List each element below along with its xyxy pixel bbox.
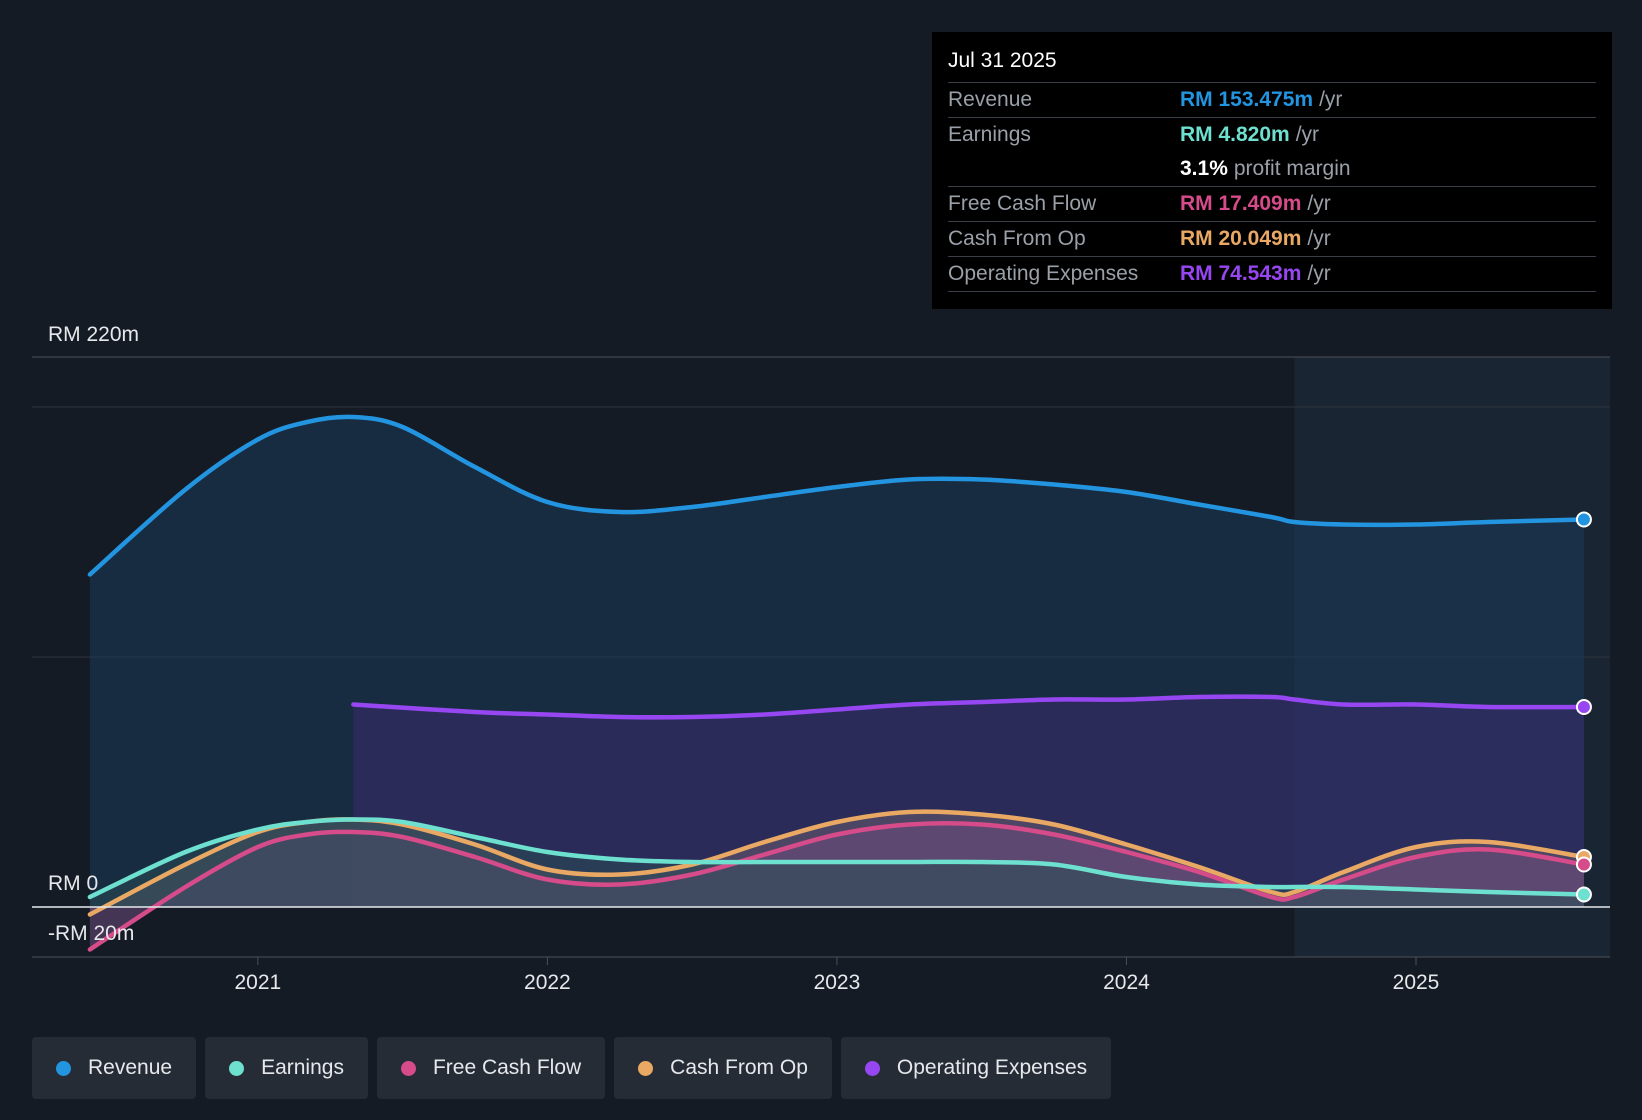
tooltip-unit: /yr [1319, 88, 1343, 111]
tooltip-row-cash-from-op: Cash From Op RM 20.049m /yr [948, 222, 1596, 257]
endpoint-revenue[interactable] [1575, 511, 1592, 528]
line-revenue [87, 414, 1587, 577]
line-earnings [87, 817, 1587, 900]
tooltip-value: RM 74.543m [1180, 262, 1302, 285]
tooltip-value: RM 4.820m [1180, 123, 1290, 146]
legend-item-operating-expenses[interactable]: Operating Expenses [840, 1037, 1112, 1099]
area-operating-expenses [353, 696, 1584, 907]
tooltip: Jul 31 2025 Revenue RM 153.475m /yr Earn… [932, 32, 1612, 309]
y-label-top: RM 220m [48, 323, 139, 346]
legend-label: Operating Expenses [896, 1056, 1088, 1079]
legend-dot-icon [56, 1060, 71, 1076]
line-free-cash-flow [87, 821, 1587, 952]
legend-item-revenue[interactable]: Revenue [32, 1037, 197, 1099]
x-tick-label: 2022 [524, 971, 571, 994]
legend-label: Cash From Op [670, 1056, 808, 1079]
legend-label: Free Cash Flow [432, 1056, 582, 1079]
tooltip-unit: /yr [1307, 227, 1331, 250]
line-operating-expenses [351, 694, 1587, 720]
tooltip-unit: /yr [1295, 123, 1320, 146]
legend-dot-icon [638, 1060, 654, 1076]
legend-label: Revenue [88, 1056, 173, 1079]
tooltip-label: Operating Expenses [948, 262, 1139, 285]
tooltip-label: Free Cash Flow [948, 192, 1097, 215]
tooltip-value: 3.1% [1180, 157, 1228, 180]
tooltip-row-profit-margin: 3.1% profit margin [948, 152, 1596, 187]
legend-dot-icon [400, 1060, 416, 1076]
legend-dot-icon [229, 1060, 245, 1076]
tooltip-value: RM 17.409m [1180, 192, 1302, 215]
tooltip-value: RM 153.475m [1180, 88, 1314, 111]
legend-label: Earnings [261, 1056, 344, 1079]
tooltip-row-revenue: Revenue RM 153.475m /yr [948, 83, 1596, 118]
endpoint-earnings[interactable] [1575, 886, 1592, 903]
y-label-zero: RM 0 [48, 872, 98, 895]
x-tick-label: 2021 [234, 971, 281, 994]
tooltip-unit: /yr [1307, 192, 1331, 215]
tooltip-row-free-cash-flow: Free Cash Flow RM 17.409m /yr [948, 187, 1596, 222]
tooltip-row-earnings: Earnings RM 4.820m /yr [948, 118, 1596, 152]
legend-item-free-cash-flow[interactable]: Free Cash Flow [376, 1037, 606, 1099]
legend-dot-icon [864, 1060, 880, 1076]
tooltip-label: Cash From Op [948, 227, 1086, 250]
tooltip-unit: profit margin [1233, 157, 1351, 180]
x-tick-label: 2025 [1393, 971, 1440, 994]
x-tick-label: 2023 [814, 971, 861, 994]
legend-item-earnings[interactable]: Earnings [205, 1037, 368, 1099]
endpoint-free-cash-flow[interactable] [1575, 856, 1592, 873]
endpoint-operating-expenses[interactable] [1575, 699, 1592, 715]
x-tick-label: 2024 [1103, 971, 1150, 994]
tooltip-row-operating-expenses: Operating Expenses RM 74.543m /yr [948, 257, 1596, 292]
y-label-bottom: -RM 20m [48, 922, 134, 945]
tooltip-value: RM 20.049m [1180, 227, 1302, 250]
tooltip-label: Revenue [948, 88, 1033, 111]
tooltip-date: Jul 31 2025 [948, 46, 1596, 83]
legend-item-cash-from-op[interactable]: Cash From Op [614, 1037, 832, 1099]
legend: Revenue Earnings Free Cash Flow Cash Fro… [32, 1037, 1120, 1099]
tooltip-label: Earnings [948, 123, 1031, 146]
tooltip-unit: /yr [1307, 262, 1331, 285]
